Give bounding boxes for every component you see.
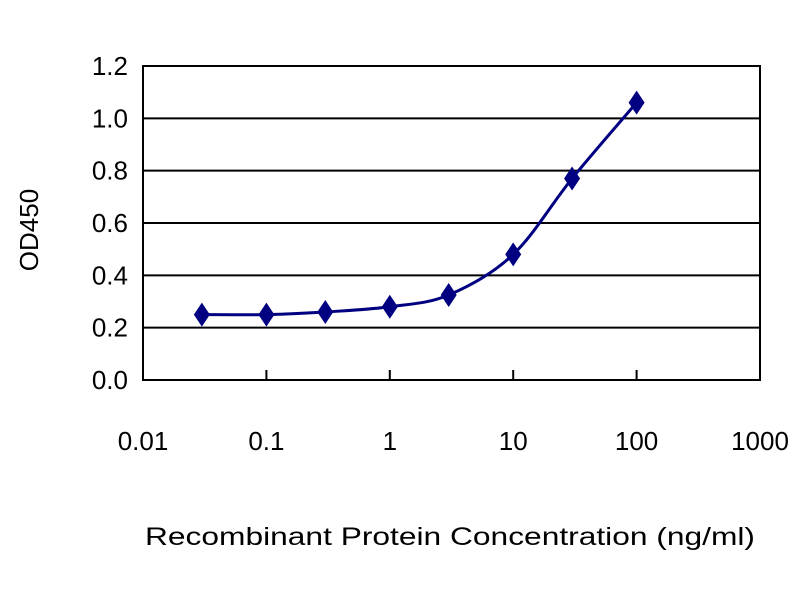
x-axis-label: Recombinant Protein Concentration (ng/ml…: [145, 523, 755, 551]
y-tick-label: 0.2: [92, 313, 128, 343]
y-tick-label: 0.6: [92, 208, 128, 238]
data-point-diamond: [564, 166, 581, 191]
data-point-diamond: [628, 90, 645, 115]
x-tick-label: 0.01: [118, 426, 169, 456]
data-point-diamond: [440, 282, 457, 307]
data-point-diamond: [317, 299, 334, 324]
data-point-diamond: [381, 294, 398, 319]
x-tick-label: 1: [383, 426, 397, 456]
data-point-diamond: [193, 302, 210, 327]
y-axis-label: OD450: [14, 189, 44, 271]
data-point-diamond: [505, 242, 522, 267]
x-tick-label: 1000: [731, 426, 789, 456]
data-point-diamond: [258, 302, 275, 327]
x-tick-label: 100: [615, 426, 658, 456]
y-tick-label: 0.4: [92, 260, 128, 290]
y-tick-label: 1.0: [92, 103, 128, 133]
y-tick-label: 0.8: [92, 156, 128, 186]
x-tick-label: 10: [499, 426, 528, 456]
y-tick-label: 0.0: [92, 365, 128, 395]
x-tick-label: 0.1: [248, 426, 284, 456]
y-tick-label: 1.2: [92, 51, 128, 81]
